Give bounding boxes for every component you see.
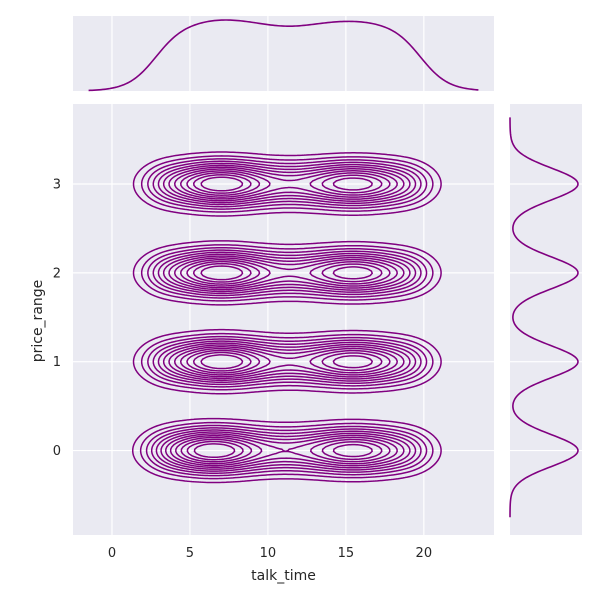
x-tick-label: 10 bbox=[260, 546, 277, 561]
kde-contour-level-2 bbox=[139, 155, 434, 480]
y-tick-label: 3 bbox=[53, 177, 61, 192]
joint-kde-panel: 0 5 10 15 20 0 1 2 3 bbox=[53, 104, 494, 561]
y-tick-label: 0 bbox=[53, 444, 61, 459]
x-axis-label: talk_time bbox=[251, 568, 316, 584]
x-tick-label: 0 bbox=[108, 546, 116, 561]
x-tick-label: 20 bbox=[416, 546, 433, 561]
marginal-y-kde-curve bbox=[509, 117, 579, 518]
x-tick-label: 15 bbox=[338, 546, 355, 561]
kde-contour-level-5 bbox=[155, 162, 417, 472]
marginal-x-panel bbox=[73, 16, 494, 92]
y-axis-label: price_range bbox=[30, 280, 46, 363]
kde-contour-level-4 bbox=[150, 160, 422, 474]
kde-contour-level-6 bbox=[160, 164, 411, 470]
kde-contour-level-11 bbox=[186, 174, 373, 461]
marginal-y-panel bbox=[509, 104, 582, 535]
marginal-x-kde-curve bbox=[88, 19, 479, 92]
y-tick-label: 2 bbox=[53, 266, 61, 281]
kde-contour-level-1 bbox=[131, 151, 442, 484]
kde-contour-level-10 bbox=[180, 172, 383, 463]
kde-contour-level-12 bbox=[193, 176, 244, 459]
marginal-x-background bbox=[73, 16, 494, 91]
kde-contour-level-9 bbox=[175, 170, 391, 465]
kde-contour-level-8 bbox=[169, 168, 398, 467]
kde-contour-level-7 bbox=[165, 166, 405, 469]
x-tick-label: 5 bbox=[186, 546, 194, 561]
y-tick-label: 1 bbox=[53, 355, 61, 370]
kde-contour-level-3 bbox=[145, 158, 428, 477]
marginal-y-background bbox=[510, 104, 582, 535]
